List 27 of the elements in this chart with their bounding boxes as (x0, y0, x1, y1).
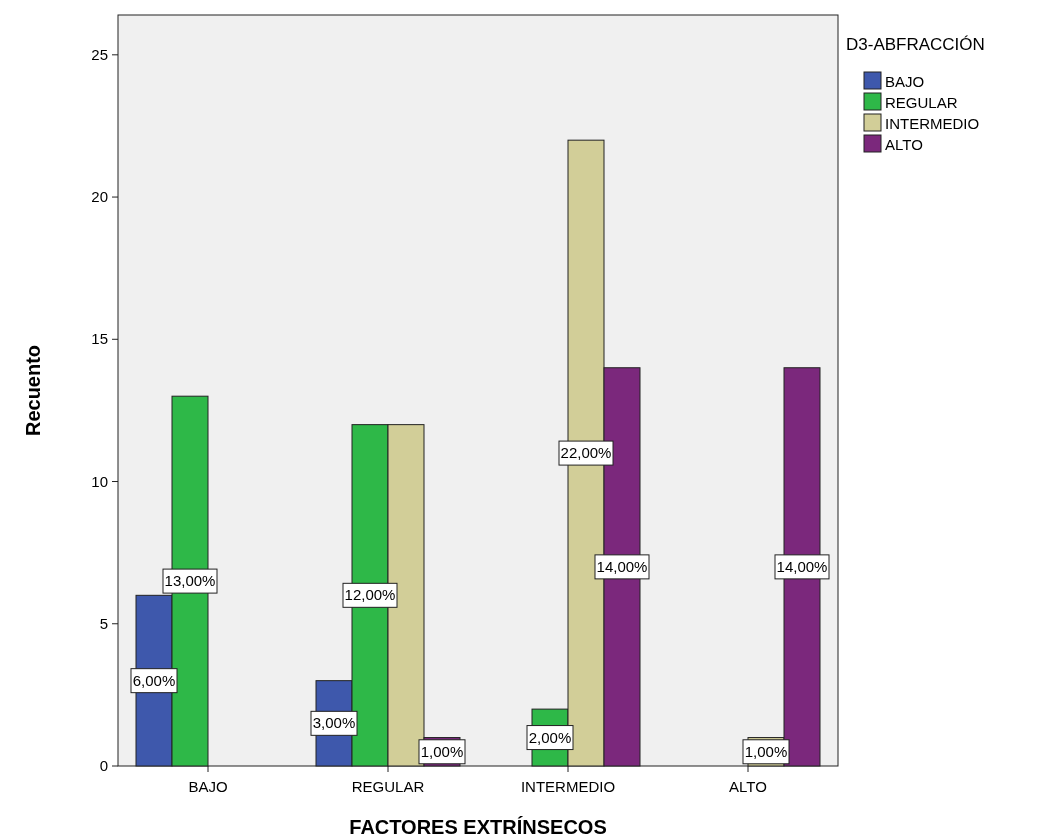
data-label: 12,00% (344, 586, 396, 604)
x-axis-title: FACTORES EXTRÍNSECOS (349, 816, 607, 836)
data-label: 13,00% (164, 572, 216, 590)
y-tick-label: 25 (91, 45, 108, 63)
data-label: 22,00% (560, 444, 612, 462)
data-label: 1,00% (744, 742, 788, 760)
y-tick-label: 0 (99, 757, 108, 774)
data-label: 14,00% (596, 557, 648, 575)
legend-label: INTERMEDIO (885, 115, 980, 132)
legend-title: D3-ABFRACCIÓN (846, 35, 985, 54)
y-tick-label: 20 (91, 188, 108, 206)
y-tick-label: 5 (99, 614, 108, 632)
y-axis-title: Recuento (22, 344, 44, 437)
data-label: 14,00% (776, 557, 828, 575)
legend-label: BAJO (885, 73, 925, 90)
x-tick-label: ALTO (729, 778, 767, 795)
x-tick-label: BAJO (188, 778, 228, 795)
x-tick-label: REGULAR (351, 778, 425, 795)
data-label: 1,00% (420, 742, 464, 760)
legend-label: REGULAR (885, 94, 958, 111)
y-tick-label: 10 (91, 472, 108, 490)
legend-label: ALTO (885, 136, 923, 153)
data-label: 2,00% (528, 728, 572, 746)
x-tick-label: INTERMEDIO (520, 778, 616, 795)
y-tick-label: 15 (91, 330, 108, 348)
data-label: 3,00% (312, 714, 356, 732)
data-label: 6,00% (132, 671, 176, 689)
